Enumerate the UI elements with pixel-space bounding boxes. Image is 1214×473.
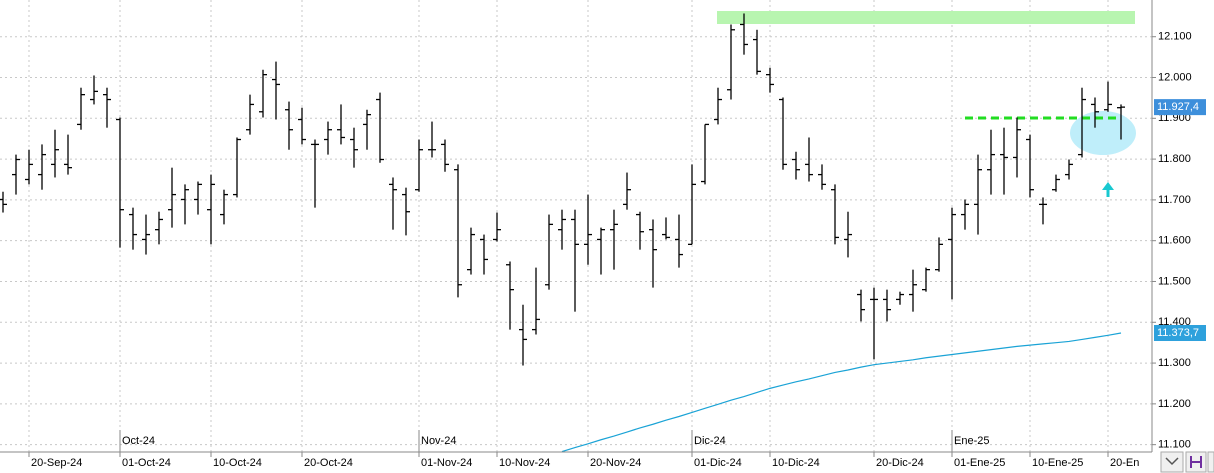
- axes: 11.10011.20011.30011.40011.50011.60011.7…: [28, 31, 1206, 469]
- x-tick-label: 10-Dic-24: [772, 457, 820, 469]
- y-tick-label: 11.200: [1158, 398, 1191, 410]
- x-tick-label: 20-En: [1110, 457, 1139, 469]
- icon: [1165, 457, 1179, 466]
- y-tick-label: 11.300: [1158, 357, 1191, 369]
- x-tick-label: 01-Nov-24: [421, 457, 472, 469]
- x-tick-label: 01-Ene-25: [954, 457, 1005, 469]
- up-arrow: [1102, 182, 1114, 197]
- x-tick-label: 20-Oct-24: [304, 457, 353, 469]
- month-label: Ene-25: [954, 435, 989, 447]
- y-tick-label: 12.000: [1158, 71, 1192, 83]
- x-tick-label: 20-Nov-24: [590, 457, 641, 469]
- y-tick-label: 11.500: [1158, 275, 1191, 287]
- highlight-ellipse: [1070, 111, 1136, 155]
- icon: [1190, 456, 1202, 468]
- x-tick-label: 10-Nov-24: [499, 457, 550, 469]
- month-label: Nov-24: [421, 435, 456, 447]
- price-label-box: [1154, 325, 1206, 342]
- scroll-buttons[interactable]: [1160, 451, 1214, 473]
- more-button[interactable]: [1207, 451, 1214, 473]
- y-tick-label: 12.100: [1158, 31, 1192, 43]
- y-tick-label: 11.700: [1158, 194, 1191, 206]
- resistance-zone: [717, 11, 1135, 24]
- x-tick-label: 01-Oct-24: [122, 457, 171, 469]
- y-tick-label: 11.600: [1158, 235, 1191, 247]
- y-tick-label: 11.900: [1158, 112, 1191, 124]
- scroll-left-button[interactable]: [1160, 451, 1184, 473]
- moving-average: [561, 332, 1122, 452]
- grid: [0, 0, 1152, 452]
- month-label: Dic-24: [694, 435, 726, 447]
- x-tick-label: 01-Dic-24: [694, 457, 742, 469]
- x-tick-label: 10-Oct-24: [213, 457, 262, 469]
- x-tick-label: 20-Dic-24: [876, 457, 924, 469]
- y-tick-label: 11.100: [1158, 439, 1191, 451]
- price-label: 11.927,4: [1157, 101, 1199, 113]
- x-tick-label: 10-Ene-25: [1032, 457, 1083, 469]
- plot-area: [0, 13, 1125, 452]
- x-tick-label: 20-Sep-24: [31, 457, 82, 469]
- price-label-box: [1154, 99, 1206, 116]
- price-label: 11.373,7: [1157, 327, 1199, 339]
- y-tick-label: 11.800: [1158, 153, 1191, 165]
- month-label: Oct-24: [122, 435, 155, 447]
